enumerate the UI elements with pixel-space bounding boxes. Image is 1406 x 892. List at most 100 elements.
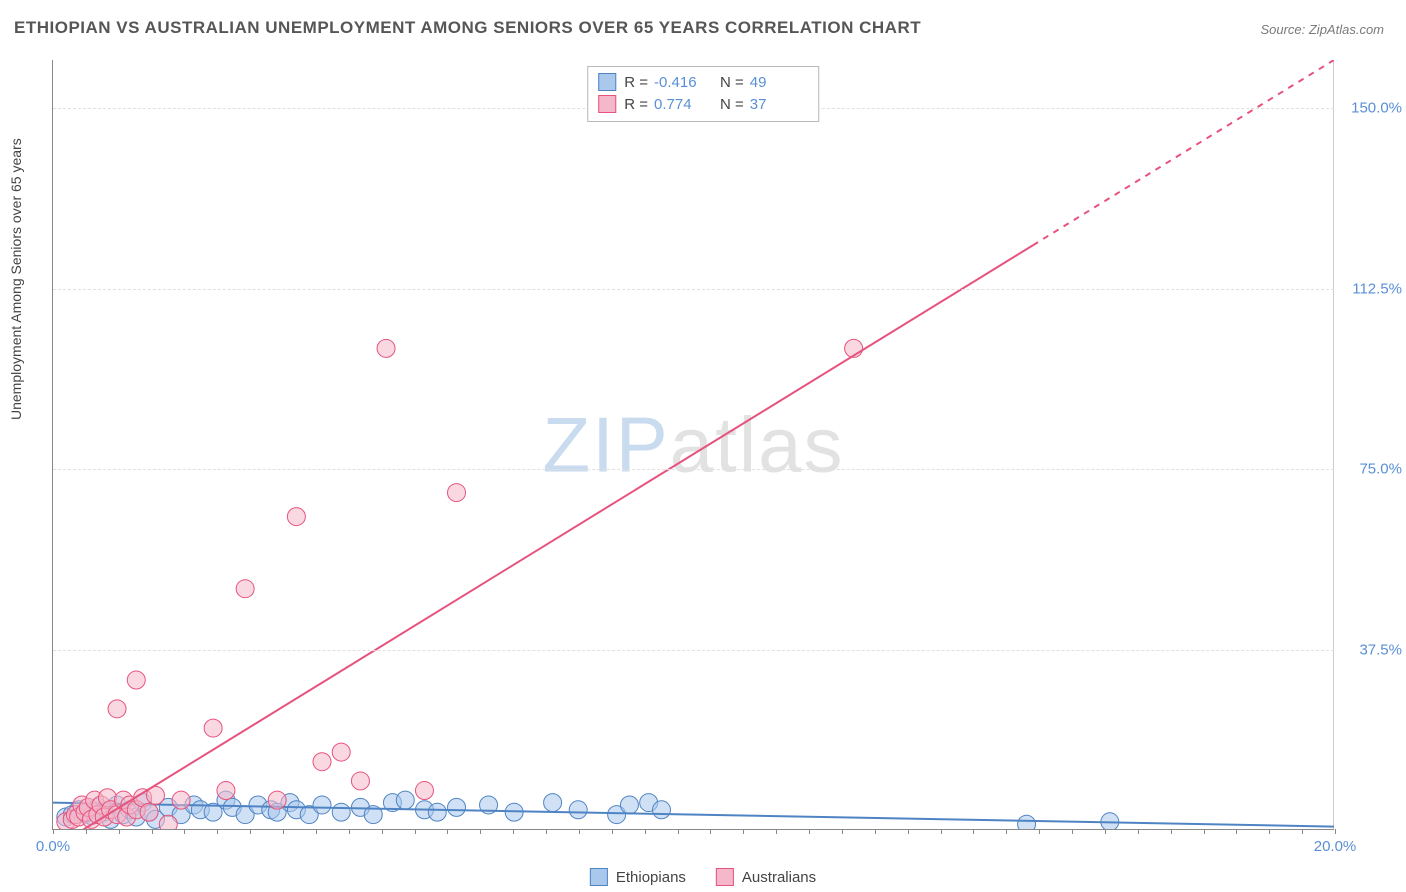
x-tick-label: 20.0%	[1314, 838, 1357, 855]
x-tick-mark	[875, 829, 876, 834]
scatter-point	[268, 791, 286, 809]
legend-row-australians: R = 0.774 N = 37	[598, 93, 808, 115]
x-tick-mark	[1039, 829, 1040, 834]
x-tick-mark	[546, 829, 547, 834]
x-tick-mark	[941, 829, 942, 834]
scatter-point	[569, 801, 587, 819]
x-tick-mark	[743, 829, 744, 834]
y-tick-label: 150.0%	[1351, 100, 1402, 117]
legend-item-ethiopians: Ethiopians	[590, 868, 686, 886]
x-tick-mark	[1072, 829, 1073, 834]
x-tick-mark	[86, 829, 87, 834]
legend-swatch-australians	[598, 95, 616, 113]
x-tick-mark	[809, 829, 810, 834]
x-tick-mark	[842, 829, 843, 834]
x-tick-mark	[645, 829, 646, 834]
x-tick-mark	[53, 829, 54, 834]
y-tick-label: 112.5%	[1352, 280, 1402, 297]
scatter-point	[204, 719, 222, 737]
x-tick-mark	[316, 829, 317, 834]
legend-series: Ethiopians Australians	[590, 868, 816, 886]
chart-svg	[53, 60, 1334, 829]
legend-row-ethiopians: R = -0.416 N = 49	[598, 71, 808, 93]
scatter-point	[313, 796, 331, 814]
x-tick-mark	[1269, 829, 1270, 834]
x-tick-mark	[415, 829, 416, 834]
scatter-point	[415, 782, 433, 800]
scatter-point	[108, 700, 126, 718]
x-tick-mark	[480, 829, 481, 834]
scatter-point	[287, 508, 305, 526]
x-tick-mark	[447, 829, 448, 834]
chart-title: ETHIOPIAN VS AUSTRALIAN UNEMPLOYMENT AMO…	[14, 18, 921, 38]
x-tick-mark	[1302, 829, 1303, 834]
legend-swatch-ethiopians	[598, 73, 616, 91]
x-tick-mark	[184, 829, 185, 834]
source-attribution: Source: ZipAtlas.com	[1260, 22, 1384, 37]
legend-n-label: N =	[720, 74, 744, 91]
scatter-point	[159, 815, 177, 829]
x-tick-mark	[579, 829, 580, 834]
legend-item-australians: Australians	[716, 868, 816, 886]
x-tick-mark	[283, 829, 284, 834]
legend-swatch-ethiopians-btm	[590, 868, 608, 886]
scatter-point	[652, 801, 670, 819]
x-tick-mark	[119, 829, 120, 834]
scatter-point	[396, 791, 414, 809]
scatter-point	[217, 782, 235, 800]
scatter-point	[448, 798, 466, 816]
x-tick-mark	[1105, 829, 1106, 834]
x-tick-mark	[152, 829, 153, 834]
legend-r-label: R =	[624, 96, 648, 113]
x-tick-mark	[382, 829, 383, 834]
scatter-point	[140, 803, 158, 821]
scatter-point	[1018, 815, 1036, 829]
x-tick-mark	[678, 829, 679, 834]
scatter-point	[1101, 813, 1119, 829]
legend-r-label: R =	[624, 74, 648, 91]
x-tick-mark	[776, 829, 777, 834]
scatter-point	[620, 796, 638, 814]
scatter-point	[172, 791, 190, 809]
grid-line	[53, 650, 1334, 651]
y-tick-label: 37.5%	[1359, 641, 1402, 658]
scatter-point	[313, 753, 331, 771]
legend-r-value-ethiopians: -0.416	[654, 74, 712, 91]
x-tick-mark	[250, 829, 251, 834]
scatter-point	[332, 743, 350, 761]
scatter-point	[377, 339, 395, 357]
x-tick-mark	[1236, 829, 1237, 834]
x-tick-mark	[1006, 829, 1007, 834]
x-tick-mark	[908, 829, 909, 834]
legend-r-value-australians: 0.774	[654, 96, 712, 113]
x-tick-mark	[710, 829, 711, 834]
scatter-point	[332, 803, 350, 821]
chart-plot-area: ZIPatlas 37.5%75.0%112.5%150.0%0.0%20.0%	[52, 60, 1334, 830]
scatter-point	[428, 803, 446, 821]
x-tick-label: 0.0%	[36, 838, 70, 855]
grid-line	[53, 289, 1334, 290]
y-axis-label: Unemployment Among Seniors over 65 years	[8, 138, 24, 420]
scatter-point	[236, 580, 254, 598]
legend-n-value-australians: 37	[750, 96, 808, 113]
x-tick-mark	[513, 829, 514, 834]
grid-line	[53, 469, 1334, 470]
legend-swatch-australians-btm	[716, 868, 734, 886]
legend-label-ethiopians: Ethiopians	[616, 869, 686, 886]
scatter-point	[351, 772, 369, 790]
x-tick-mark	[612, 829, 613, 834]
scatter-point	[544, 794, 562, 812]
x-tick-mark	[349, 829, 350, 834]
legend-label-australians: Australians	[742, 869, 816, 886]
legend-stats-box: R = -0.416 N = 49 R = 0.774 N = 37	[587, 66, 819, 122]
trend-line-solid	[53, 245, 1033, 829]
x-tick-mark	[217, 829, 218, 834]
legend-n-label: N =	[720, 96, 744, 113]
legend-n-value-ethiopians: 49	[750, 74, 808, 91]
x-tick-mark	[973, 829, 974, 834]
scatter-point	[448, 484, 466, 502]
y-tick-label: 75.0%	[1359, 461, 1402, 478]
scatter-point	[127, 671, 145, 689]
x-tick-mark	[1138, 829, 1139, 834]
trend-line-dashed	[1033, 60, 1334, 245]
